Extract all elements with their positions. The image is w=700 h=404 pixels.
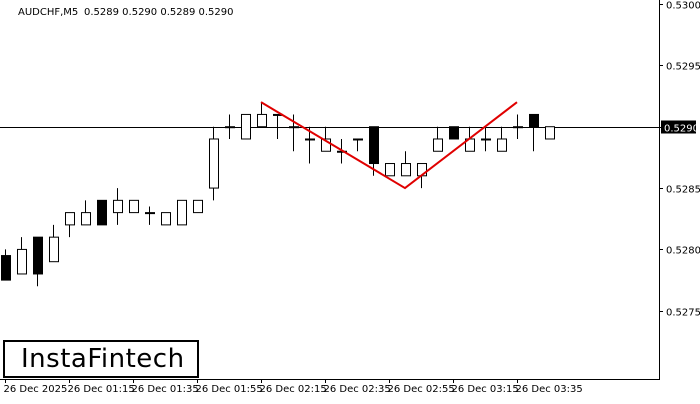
plot-area (0, 0, 659, 379)
y-tick-label: 0.5275 (666, 308, 700, 319)
candle (385, 163, 395, 177)
candle (65, 212, 75, 238)
candle (193, 199, 203, 214)
x-tick-label: 26 Dec 01:55 (196, 384, 263, 395)
y-tick-label: 0.5285 (666, 185, 700, 196)
candle (225, 114, 235, 139)
x-tick-label: 26 Dec 02:15 (260, 384, 327, 395)
x-tick-label: 26 Dec 02:35 (324, 384, 391, 395)
candle-body-bullish (433, 138, 443, 152)
candle (129, 199, 139, 214)
candle (241, 113, 251, 140)
candle (145, 206, 155, 225)
y-tick-label: 0.5300 (666, 1, 700, 12)
candle (305, 126, 315, 164)
candle (321, 126, 331, 152)
candle-body-bullish (257, 113, 267, 128)
candle-body-bullish (305, 138, 315, 141)
candle-body-bullish (321, 138, 331, 152)
candle-body-bullish (113, 199, 123, 214)
candle (513, 114, 523, 139)
candle-body-bearish (369, 126, 379, 165)
candle-body-bullish (497, 138, 507, 152)
instafintech-logo: InstaFintech (3, 340, 199, 378)
x-tick-label: 26 Dec 03:35 (516, 384, 583, 395)
candle (97, 199, 107, 226)
candle (529, 113, 539, 152)
candle-body-bullish (81, 212, 91, 226)
candle-body-bullish (225, 126, 235, 129)
candle-body-bearish (1, 255, 11, 281)
candle (257, 102, 267, 128)
candle (81, 200, 91, 226)
candle-body-bearish (33, 236, 43, 275)
candle-body-bullish (209, 138, 219, 189)
candle-body-bearish (97, 199, 107, 226)
candle (449, 126, 459, 140)
candle (369, 126, 379, 176)
candle (1, 249, 11, 281)
y-axis: 0.5300 0.5295 0.5285 0.5280 0.5275 0.5290 (659, 1, 700, 319)
candle (353, 138, 363, 152)
candle (33, 236, 43, 287)
chart-header-ohlc: 0.5289 0.5290 0.5289 0.5290 (84, 7, 234, 18)
candle-body-bearish (449, 126, 459, 140)
x-tick-label: 26 Dec 01:35 (132, 384, 199, 395)
x-tick-label: 26 Dec 03:15 (452, 384, 519, 395)
candle (177, 199, 187, 226)
candle-body-bullish (193, 199, 203, 214)
candle-body-bullish (129, 199, 139, 214)
candles-layer (0, 102, 659, 287)
candle (161, 212, 171, 226)
candle-body-bullish (545, 126, 555, 140)
candle-body-bullish (177, 199, 187, 226)
candle-body-bullish (401, 163, 411, 177)
candle (113, 188, 123, 225)
current-price-text: 0.5290 (664, 124, 699, 135)
current-price-label: 0.5290 (661, 120, 699, 135)
candle-body-bullish (65, 212, 75, 226)
double-top-pattern (260, 101, 518, 190)
candle (17, 237, 27, 275)
y-tick-label: 0.5280 (666, 246, 700, 257)
candle (209, 126, 219, 201)
candle (481, 126, 491, 152)
x-tick-label: 26 Dec 02:55 (388, 384, 455, 395)
candle-body-bullish (289, 126, 299, 129)
chart-header-text: AUDCHF,M5 (18, 7, 78, 18)
candle-body-bullish (481, 138, 491, 141)
pattern-layer (260, 101, 518, 190)
candle-body-bullish (145, 212, 155, 215)
candle (401, 151, 411, 177)
candle-body-bullish (49, 236, 59, 263)
candle (545, 126, 555, 140)
candle-body-bearish (529, 113, 539, 128)
y-tick-label: 0.5295 (666, 62, 700, 73)
x-tick-label: 26 Dec 01:15 (68, 384, 135, 395)
candle (433, 126, 443, 152)
candle-body-bullish (241, 113, 251, 140)
candle-body-bullish (353, 138, 363, 141)
candle-body-bullish (385, 163, 395, 177)
candle (49, 224, 59, 263)
candle-body-bullish (161, 212, 171, 226)
candle (497, 126, 507, 152)
x-tick-label: 26 Dec 2025 (4, 384, 68, 395)
candle-body-bullish (17, 248, 27, 275)
current-price-box (661, 120, 696, 134)
candle-body-bullish (513, 126, 523, 129)
